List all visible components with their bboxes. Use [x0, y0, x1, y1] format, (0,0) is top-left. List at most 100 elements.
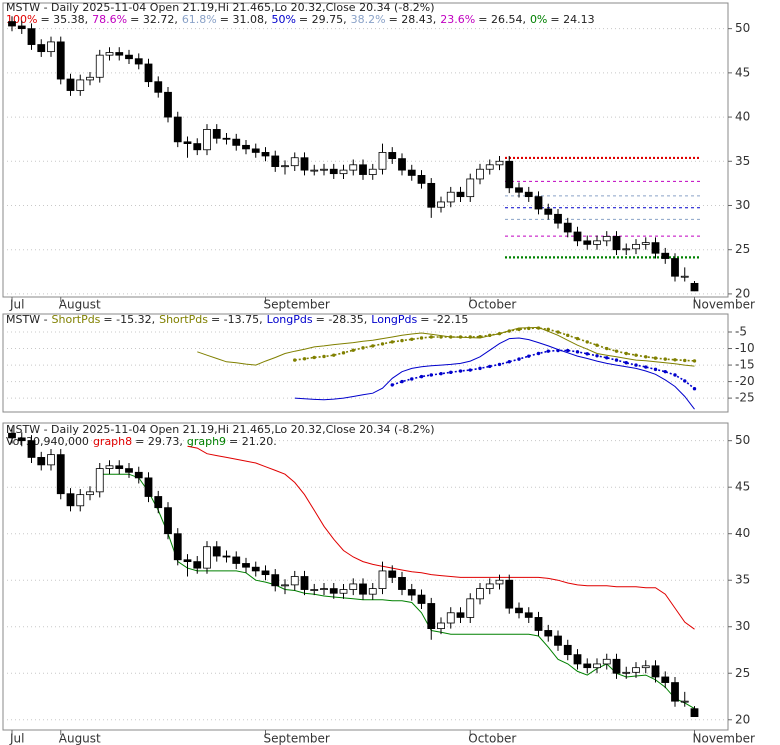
candle-body — [329, 588, 338, 594]
candle-body — [17, 25, 26, 30]
candle-body — [622, 671, 631, 674]
x-tick-label: September — [264, 732, 330, 745]
indicator-point — [517, 327, 521, 332]
indicator-point — [536, 326, 541, 330]
fib-value: = 31.08, — [220, 13, 268, 26]
candle-body — [612, 658, 621, 674]
candle-body — [407, 169, 416, 176]
candle-body — [212, 129, 221, 139]
candle-body — [154, 496, 163, 509]
candle-body — [115, 465, 124, 469]
candle-body — [242, 563, 250, 568]
indicator-point — [419, 336, 424, 340]
y-tick-label: 20 — [735, 286, 750, 300]
candle-body — [173, 533, 182, 561]
title-text: MSTW - Daily 2025-11-04 Open 21.19,Hi 21… — [6, 423, 435, 436]
candle-body — [27, 440, 36, 458]
indicator-point — [575, 336, 580, 341]
candle-body — [193, 561, 202, 569]
indicator-point — [556, 348, 560, 353]
candle-body — [632, 243, 640, 250]
candle-body — [485, 583, 494, 589]
y-tick-label: 30 — [735, 619, 750, 633]
indicator-point — [644, 355, 648, 359]
indicator-point — [614, 349, 619, 353]
candle-body — [193, 143, 202, 151]
indicator-point — [546, 349, 550, 353]
indicator-point — [488, 364, 492, 369]
candle-body — [622, 248, 631, 251]
indicator-point — [692, 359, 697, 363]
candle-body — [427, 182, 436, 208]
candle-body — [95, 54, 104, 78]
candle-body — [515, 187, 523, 193]
candle-body — [515, 607, 523, 614]
candle-body — [466, 598, 475, 618]
candle-body — [183, 141, 192, 144]
y-tick-label: 40 — [735, 526, 750, 540]
candle-body — [144, 477, 153, 497]
x-tick-label: Jul — [9, 732, 24, 745]
indicator-point — [527, 354, 531, 358]
indicator-point — [507, 360, 511, 364]
candle-body — [495, 579, 504, 585]
candle-body — [212, 546, 221, 557]
candle-body — [300, 157, 309, 171]
candle-body — [281, 165, 289, 168]
candle-body — [251, 148, 260, 153]
y-tick-label: 45 — [735, 65, 750, 79]
candle-body — [641, 242, 650, 245]
candle-body — [505, 579, 514, 609]
indicator-point — [410, 377, 414, 381]
legend-name: graph8 — [93, 435, 132, 448]
candle-body — [388, 152, 397, 160]
panel-frame — [2, 2, 729, 298]
fib-value: = 26.54, — [478, 13, 526, 26]
candle-body — [573, 654, 582, 665]
candle-body — [271, 574, 280, 587]
indicator-point — [419, 374, 424, 379]
candle-body — [105, 465, 114, 469]
indicator-point — [439, 335, 443, 339]
candle-body — [671, 258, 679, 277]
indicator-point — [351, 348, 355, 352]
candle-body — [680, 700, 689, 703]
legend-name: ShortPds — [52, 313, 101, 326]
indicator-point — [390, 383, 394, 387]
indicator-point — [449, 370, 453, 375]
candle-body — [339, 169, 348, 175]
fib-value: = 29.75, — [299, 13, 347, 26]
candle-body — [554, 213, 562, 224]
candle-body — [534, 196, 543, 210]
candle-body — [76, 79, 85, 91]
candle-body — [86, 76, 94, 81]
candle-body — [651, 242, 660, 254]
x-tick-label: September — [264, 298, 330, 312]
title-text: MSTW - Daily 2025-11-04 Open 21.19,Hi 21… — [6, 1, 435, 14]
y-tick-label: 35 — [735, 573, 750, 587]
indicator-point — [497, 331, 502, 336]
candle-body — [563, 644, 572, 656]
candle-body — [349, 164, 358, 171]
candle-body — [505, 160, 514, 189]
fib-label: 61.8% — [182, 13, 217, 26]
candle-body — [544, 208, 553, 215]
candle-body — [690, 708, 699, 718]
indicator-point — [683, 379, 687, 383]
indicator-point — [429, 335, 433, 339]
candle-body — [251, 566, 260, 572]
y-tick-label: 45 — [735, 480, 750, 494]
panel-frame — [2, 422, 729, 731]
candle-body — [105, 52, 114, 56]
legend-name: LongPds — [267, 313, 313, 326]
indicator-point — [653, 356, 658, 360]
candle-body — [203, 129, 211, 151]
candle-body — [154, 81, 163, 93]
candle-body — [8, 432, 16, 439]
candle-body — [583, 663, 592, 669]
indicator-point — [546, 327, 550, 332]
indicator-point — [527, 326, 531, 331]
legend-value: = 29.73, — [135, 435, 183, 448]
candle-body — [554, 635, 562, 646]
indicator-point — [458, 369, 463, 373]
